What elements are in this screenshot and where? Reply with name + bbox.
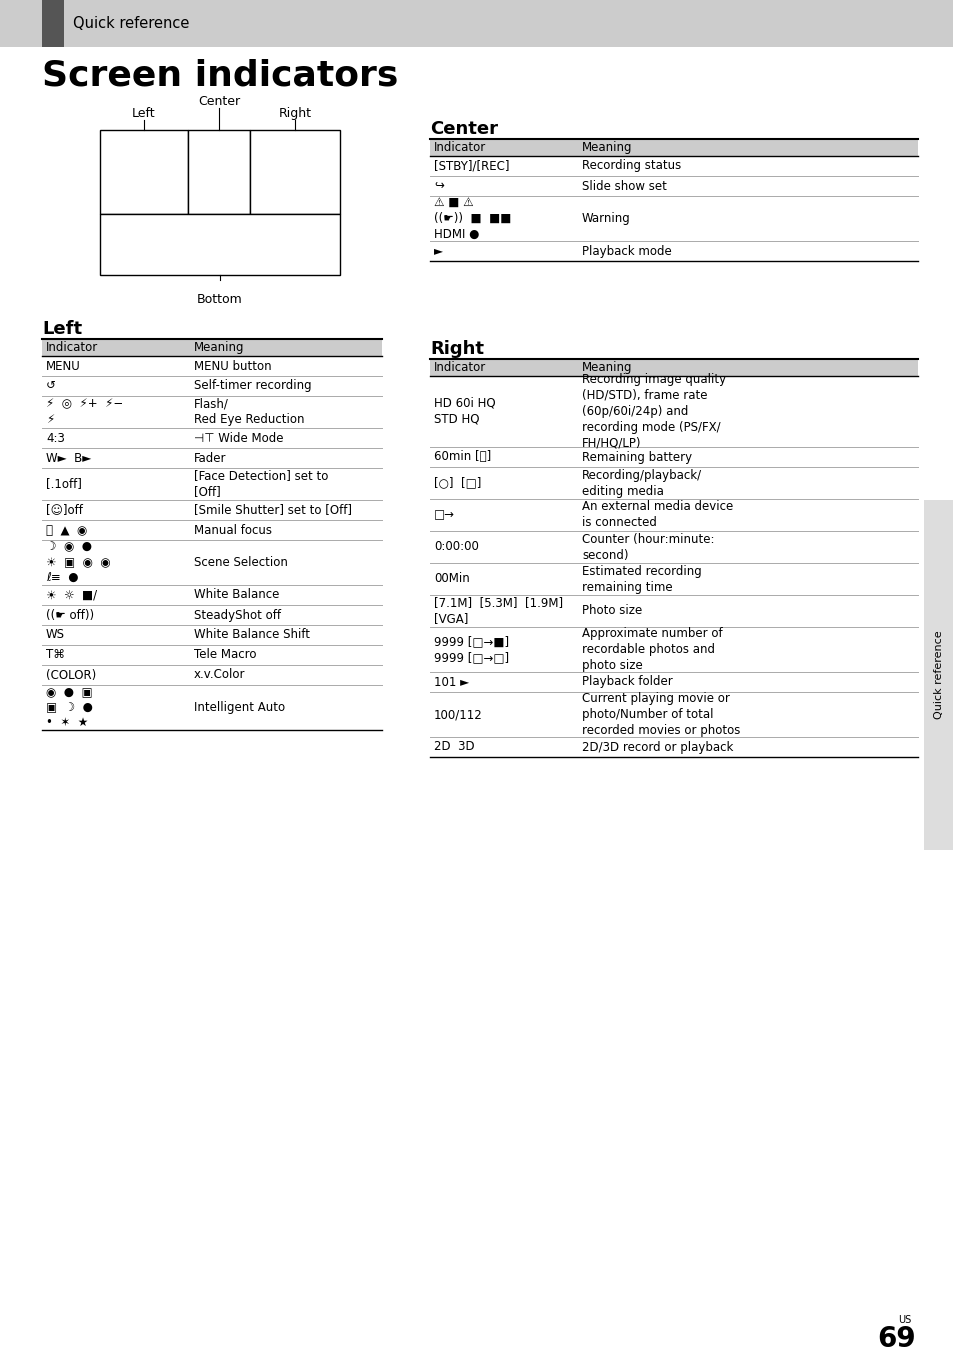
- Text: [Face Detection] set to
[Off]: [Face Detection] set to [Off]: [193, 470, 328, 498]
- Text: Recording status: Recording status: [581, 160, 680, 172]
- Text: ☽  ◉  ●
☀  ▣  ◉  ◉
ℓ≡  ●: ☽ ◉ ● ☀ ▣ ◉ ◉ ℓ≡ ●: [46, 540, 111, 585]
- Text: Quick reference: Quick reference: [933, 631, 943, 719]
- Text: Recording/playback/
editing media: Recording/playback/ editing media: [581, 468, 701, 498]
- Text: ↪: ↪: [434, 179, 443, 193]
- Text: MENU: MENU: [46, 360, 81, 373]
- Text: SteadyShot off: SteadyShot off: [193, 608, 281, 622]
- Text: 60min [ᄐ]: 60min [ᄐ]: [434, 451, 491, 464]
- Text: Bottom: Bottom: [197, 293, 243, 305]
- Text: ((☛ off)): ((☛ off)): [46, 608, 94, 622]
- Text: ⚠ ■ ⚠
((☛))  ■  ■■
HDMI ●: ⚠ ■ ⚠ ((☛)) ■ ■■ HDMI ●: [434, 195, 511, 242]
- Text: Indicator: Indicator: [46, 341, 98, 354]
- Text: Center: Center: [197, 95, 240, 109]
- Text: Tele Macro: Tele Macro: [193, 649, 256, 661]
- Text: □→: □→: [434, 509, 455, 521]
- Text: WS: WS: [46, 628, 65, 642]
- Text: [.1off]: [.1off]: [46, 478, 82, 490]
- Text: T⌘: T⌘: [46, 649, 65, 661]
- Text: An external media device
is connected: An external media device is connected: [581, 501, 733, 529]
- Text: Playback folder: Playback folder: [581, 676, 672, 688]
- Text: Warning: Warning: [581, 212, 630, 225]
- Text: Fader: Fader: [193, 452, 226, 464]
- Bar: [100, 130, 188, 214]
- Text: (COLOR): (COLOR): [46, 669, 96, 681]
- Bar: [250, 130, 339, 214]
- Text: ↺: ↺: [46, 380, 56, 392]
- Text: Right: Right: [278, 107, 312, 119]
- Text: [○]  [□]: [○] [□]: [434, 476, 481, 490]
- Text: [STBY]/[REC]: [STBY]/[REC]: [434, 160, 509, 172]
- Bar: [188, 130, 250, 214]
- Text: Flash/
Red Eye Reduction: Flash/ Red Eye Reduction: [193, 398, 304, 426]
- Bar: [430, 138, 917, 156]
- Text: Remaining battery: Remaining battery: [581, 451, 691, 464]
- Text: Quick reference: Quick reference: [73, 15, 190, 30]
- Text: Screen indicators: Screen indicators: [42, 58, 398, 92]
- Text: Playback mode: Playback mode: [581, 244, 671, 258]
- Text: Indicator: Indicator: [434, 141, 486, 153]
- Text: Ⓕ  ▲  ◉: Ⓕ ▲ ◉: [46, 524, 87, 536]
- Text: White Balance: White Balance: [193, 589, 279, 601]
- Text: Indicator: Indicator: [434, 361, 486, 375]
- Bar: [100, 214, 339, 275]
- Text: Meaning: Meaning: [581, 141, 632, 153]
- Text: Counter (hour:minute:
second): Counter (hour:minute: second): [581, 532, 714, 562]
- Text: ⚡  ◎  ⚡+  ⚡−
⚡: ⚡ ◎ ⚡+ ⚡− ⚡: [46, 398, 123, 426]
- Text: US: US: [898, 1315, 911, 1324]
- Bar: [923, 499, 953, 849]
- Bar: [42, 0, 64, 47]
- Text: Photo size: Photo size: [581, 604, 641, 617]
- Text: 2D  3D: 2D 3D: [434, 741, 475, 753]
- Text: 00Min: 00Min: [434, 573, 469, 585]
- Text: Intelligent Auto: Intelligent Auto: [193, 702, 285, 714]
- Text: MENU button: MENU button: [193, 360, 272, 373]
- Text: 4:3: 4:3: [46, 432, 65, 445]
- Text: Meaning: Meaning: [193, 341, 244, 354]
- Text: 9999 [□→■]
9999 [□→□]: 9999 [□→■] 9999 [□→□]: [434, 635, 509, 664]
- Bar: [42, 339, 381, 356]
- Text: Meaning: Meaning: [581, 361, 632, 375]
- Text: [☺]off: [☺]off: [46, 503, 83, 517]
- Text: Center: Center: [430, 119, 497, 138]
- Text: ◉  ●  ▣
▣  ☽  ●
•  ✶  ★: ◉ ● ▣ ▣ ☽ ● • ✶ ★: [46, 685, 92, 730]
- Text: [7.1M]  [5.3M]  [1.9M]
[VGA]: [7.1M] [5.3M] [1.9M] [VGA]: [434, 597, 562, 626]
- Bar: [0, 0, 953, 47]
- Text: Self-timer recording: Self-timer recording: [193, 380, 312, 392]
- Text: Approximate number of
recordable photos and
photo size: Approximate number of recordable photos …: [581, 627, 721, 672]
- Text: Left: Left: [132, 107, 155, 119]
- Bar: [430, 360, 917, 376]
- Text: Scene Selection: Scene Selection: [193, 556, 288, 569]
- Text: 100/112: 100/112: [434, 708, 482, 721]
- Text: 101 ►: 101 ►: [434, 676, 469, 688]
- Text: 2D/3D record or playback: 2D/3D record or playback: [581, 741, 733, 753]
- Text: ►: ►: [434, 244, 442, 258]
- Text: Right: Right: [430, 341, 483, 358]
- Text: W►  B►: W► B►: [46, 452, 91, 464]
- Text: Recording image quality
(HD/STD), frame rate
(60p/60i/24p) and
recording mode (P: Recording image quality (HD/STD), frame …: [581, 373, 725, 451]
- Text: Left: Left: [42, 320, 82, 338]
- Text: White Balance Shift: White Balance Shift: [193, 628, 310, 642]
- Text: x.v.Color: x.v.Color: [193, 669, 245, 681]
- Text: ☀  ☼  ■/: ☀ ☼ ■/: [46, 589, 97, 601]
- Text: HD 60i HQ
STD HQ: HD 60i HQ STD HQ: [434, 398, 496, 426]
- Text: ⊣⊤ Wide Mode: ⊣⊤ Wide Mode: [193, 432, 283, 445]
- Text: [Smile Shutter] set to [Off]: [Smile Shutter] set to [Off]: [193, 503, 352, 517]
- Text: Manual focus: Manual focus: [193, 524, 272, 536]
- Text: Estimated recording
remaining time: Estimated recording remaining time: [581, 565, 701, 593]
- Text: Current playing movie or
photo/Number of total
recorded movies or photos: Current playing movie or photo/Number of…: [581, 692, 740, 737]
- Text: 69: 69: [877, 1324, 915, 1353]
- Text: Slide show set: Slide show set: [581, 179, 666, 193]
- Text: 0:00:00: 0:00:00: [434, 540, 478, 554]
